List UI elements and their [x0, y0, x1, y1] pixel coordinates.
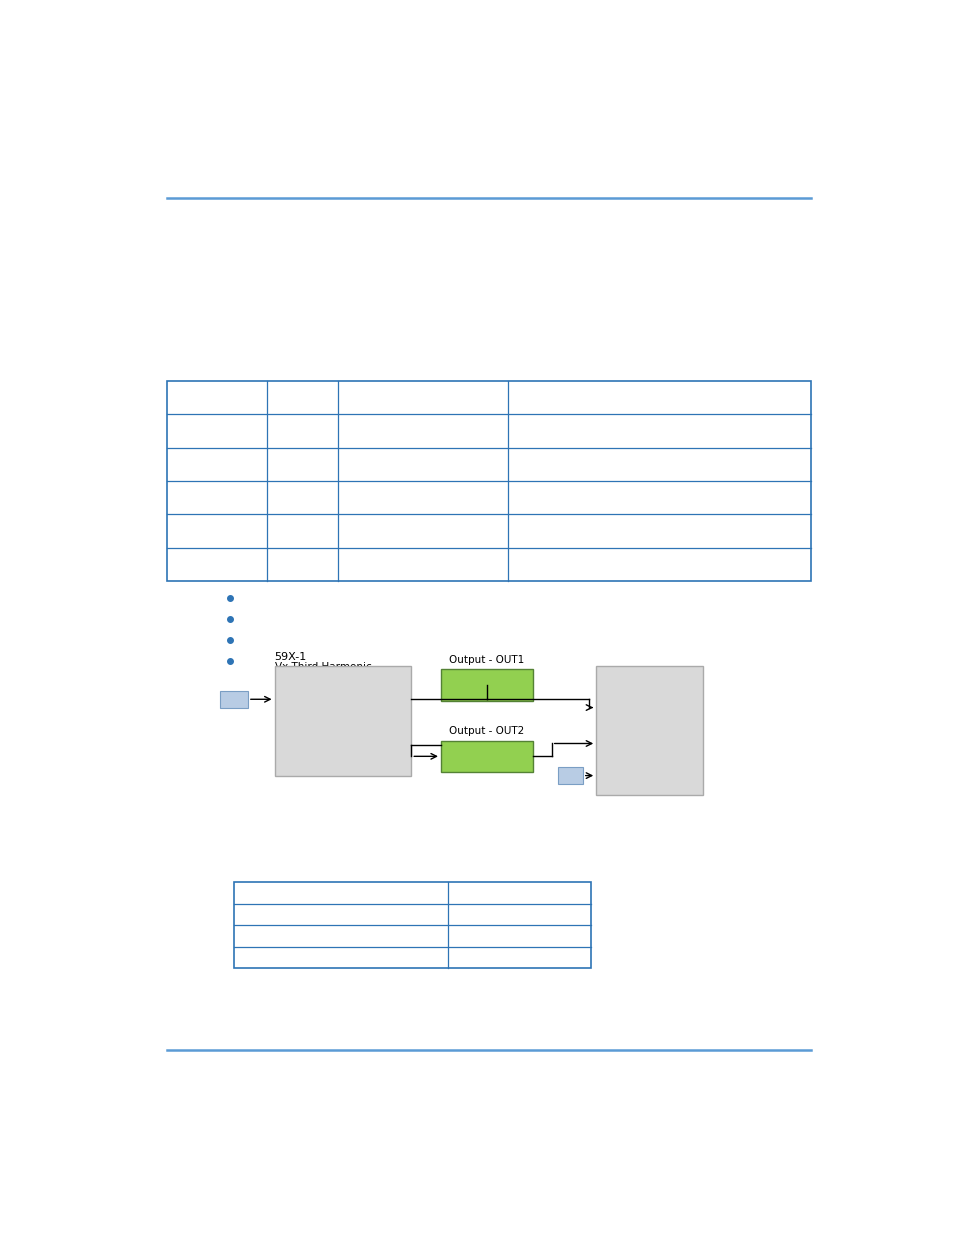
Bar: [233, 882, 590, 968]
Text: Output 2: Output 2: [462, 751, 511, 761]
Bar: [558, 767, 582, 784]
Text: 0: 0: [231, 694, 237, 704]
Text: 0: 0: [566, 771, 573, 781]
Text: 59X-1: 59X-1: [274, 652, 307, 662]
Text: Pickup: Pickup: [367, 740, 402, 750]
Bar: [440, 669, 533, 700]
Text: Pickup: Pickup: [604, 739, 640, 748]
Text: Output - OUT2: Output - OUT2: [449, 726, 524, 736]
Text: Trip: Trip: [604, 703, 624, 713]
Text: Vx Third Harmonic: Vx Third Harmonic: [274, 662, 371, 672]
Bar: [219, 690, 248, 708]
Text: Trip: Trip: [385, 694, 405, 704]
Bar: [274, 667, 411, 776]
Bar: [167, 382, 810, 580]
Text: FAULTTRIG: FAULTTRIG: [616, 671, 682, 680]
Bar: [596, 667, 702, 795]
Text: Block: Block: [293, 694, 323, 704]
Text: Output 1: Output 1: [462, 680, 511, 690]
Bar: [440, 741, 533, 772]
Text: Output - OUT1: Output - OUT1: [449, 655, 524, 664]
Text: Logic: Logic: [604, 771, 634, 781]
